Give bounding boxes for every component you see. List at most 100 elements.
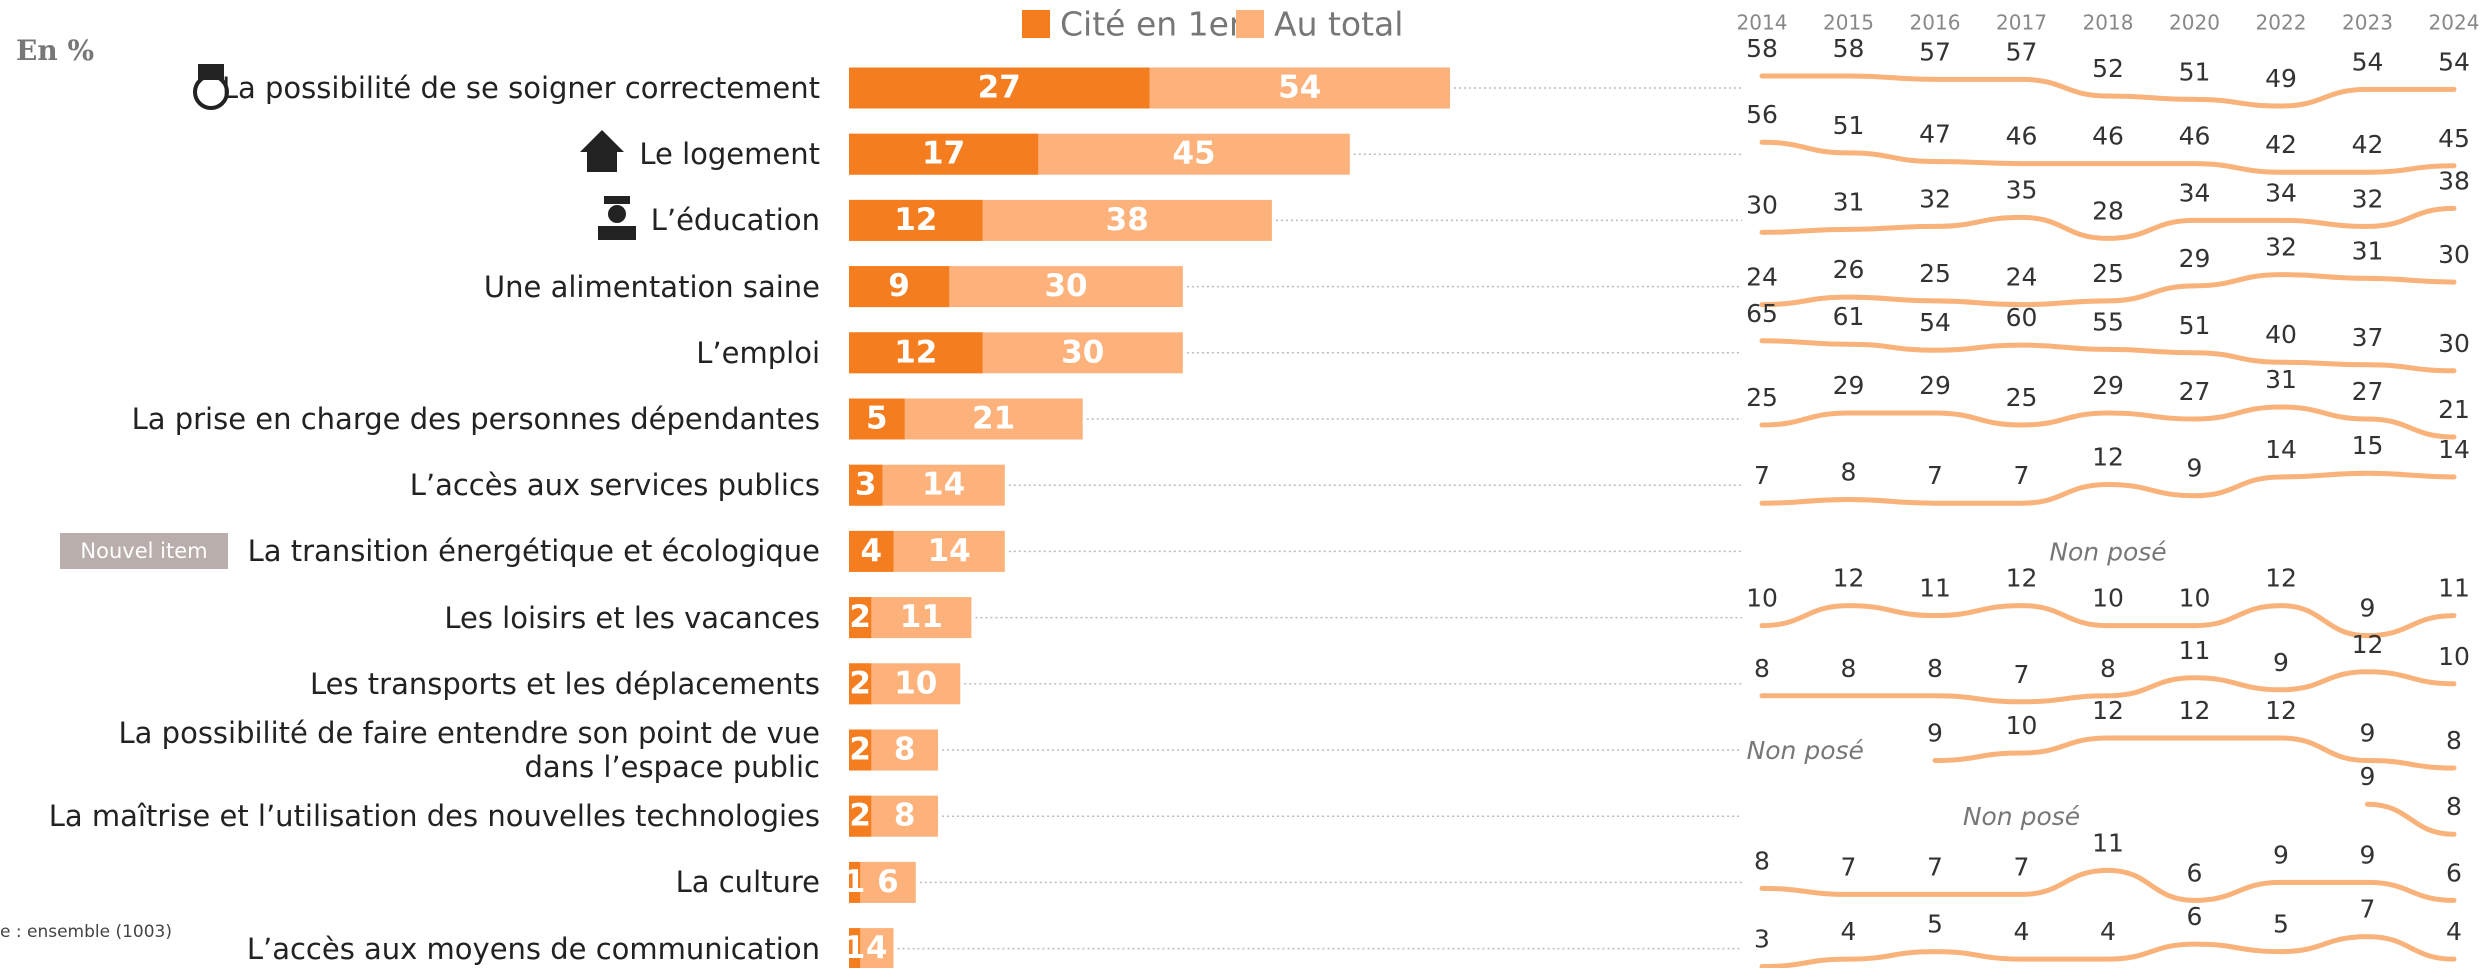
- value-label: 1: [844, 864, 866, 900]
- x-tick-label: 2014: [1737, 11, 1788, 35]
- point-label: 29: [2179, 244, 2211, 273]
- point-label: 58: [1833, 34, 1865, 63]
- point-label: 60: [2006, 303, 2038, 332]
- point-label: 27: [2352, 377, 2384, 406]
- x-tick-label: 2022: [2256, 11, 2307, 35]
- bar: [849, 398, 905, 440]
- value-label: 54: [1278, 70, 1321, 106]
- point-label: 51: [2179, 57, 2211, 86]
- point-label: 8: [1841, 457, 1857, 486]
- point-label: 31: [2265, 365, 2297, 394]
- point-label: 8: [2446, 726, 2462, 755]
- point-label: 14: [2438, 435, 2470, 464]
- point-label: 34: [2265, 178, 2297, 207]
- trend-line: [1759, 338, 2457, 374]
- trend-line: [1759, 470, 2457, 506]
- trend-line: [2365, 801, 2457, 837]
- point-label: 10: [2438, 642, 2470, 671]
- point-label: 7: [1927, 461, 1943, 490]
- value-label: 2: [849, 599, 871, 635]
- point-label: 30: [2438, 329, 2470, 358]
- point-label: 54: [2438, 47, 2470, 76]
- point-label: 25: [1746, 383, 1778, 412]
- point-label: 9: [2273, 648, 2289, 677]
- value-label: 11: [900, 599, 943, 635]
- point-label: 6: [2446, 858, 2462, 887]
- point-label: 7: [1754, 461, 1770, 490]
- footnote: e : ensemble (1003): [0, 922, 173, 942]
- value-label: 4: [866, 930, 888, 966]
- point-label: 7: [2014, 660, 2030, 689]
- point-label: 8: [2100, 654, 2116, 683]
- point-label: 42: [2352, 130, 2384, 159]
- point-label: 57: [2006, 37, 2038, 66]
- point-label: 12: [2092, 696, 2124, 725]
- bar: [849, 861, 861, 903]
- icon-house: [580, 130, 624, 172]
- point-label: 12: [1833, 564, 1865, 593]
- value-label: 6: [877, 864, 899, 900]
- value-label: 8: [894, 798, 916, 834]
- point-label: 10: [1746, 584, 1778, 613]
- bar: [849, 663, 872, 705]
- bar: [849, 332, 983, 374]
- trend-line: [1759, 205, 2457, 241]
- point-label: 12: [2265, 564, 2297, 593]
- unit-label: En %: [16, 34, 95, 67]
- value-label: 12: [894, 334, 937, 370]
- point-label: 6: [2187, 902, 2203, 931]
- point-label: 10: [2006, 711, 2038, 740]
- not-asked-note: Non posé: [1747, 736, 1864, 765]
- x-tick-label: 2020: [2169, 11, 2220, 35]
- point-label: 8: [1754, 846, 1770, 875]
- point-label: 45: [2438, 124, 2470, 153]
- category-label: Les loisirs et les vacances: [444, 600, 820, 635]
- value-label: 2: [849, 732, 871, 768]
- value-label: 30: [1061, 334, 1104, 370]
- point-label: 34: [2179, 178, 2211, 207]
- category-label: Les transports et les déplacements: [309, 666, 820, 701]
- trend-line: [1759, 867, 2457, 903]
- not-asked-note: Non posé: [2049, 537, 2166, 566]
- legend-label: Cité en 1er: [1060, 5, 1243, 44]
- point-label: 7: [2014, 461, 2030, 490]
- not-asked-note: Non posé: [1963, 802, 2080, 831]
- point-label: 9: [2360, 594, 2376, 623]
- point-label: 37: [2352, 323, 2384, 352]
- icon-health: [193, 64, 229, 110]
- point-label: 35: [2006, 175, 2038, 204]
- point-label: 32: [2265, 233, 2297, 262]
- point-label: 46: [2006, 122, 2038, 151]
- value-label: 12: [894, 202, 937, 238]
- bar: [849, 199, 983, 241]
- bar: [849, 729, 872, 771]
- point-label: 54: [2352, 47, 2384, 76]
- x-tick-label: 2017: [1996, 11, 2047, 35]
- point-label: 9: [1927, 719, 1943, 748]
- bar: [849, 133, 1039, 175]
- point-label: 25: [1919, 259, 1951, 288]
- x-tick-label: 2024: [2429, 11, 2480, 35]
- legend-label: Au total: [1274, 5, 1403, 44]
- point-label: 3: [1754, 925, 1770, 954]
- x-tick-label: 2016: [1910, 11, 1961, 35]
- point-label: 12: [2006, 564, 2038, 593]
- point-label: 51: [2179, 311, 2211, 340]
- value-label: 17: [922, 136, 965, 172]
- trend-line: [1759, 139, 2457, 175]
- category-label: La prise en charge des personnes dépenda…: [131, 402, 820, 436]
- point-label: 30: [1746, 190, 1778, 219]
- point-label: 65: [1746, 299, 1778, 328]
- point-label: 24: [2006, 263, 2038, 292]
- category-label: La transition énergétique et écologique: [247, 534, 820, 569]
- point-label: 9: [2360, 840, 2376, 869]
- point-label: 29: [1833, 371, 1865, 400]
- point-label: 29: [1919, 371, 1951, 400]
- point-label: 9: [2273, 840, 2289, 869]
- x-tick-label: 2023: [2342, 11, 2393, 35]
- value-label: 9: [888, 268, 910, 304]
- bar: [849, 266, 950, 308]
- point-label: 4: [1841, 917, 1857, 946]
- trend-line: [1932, 735, 2457, 771]
- point-label: 31: [1833, 187, 1865, 216]
